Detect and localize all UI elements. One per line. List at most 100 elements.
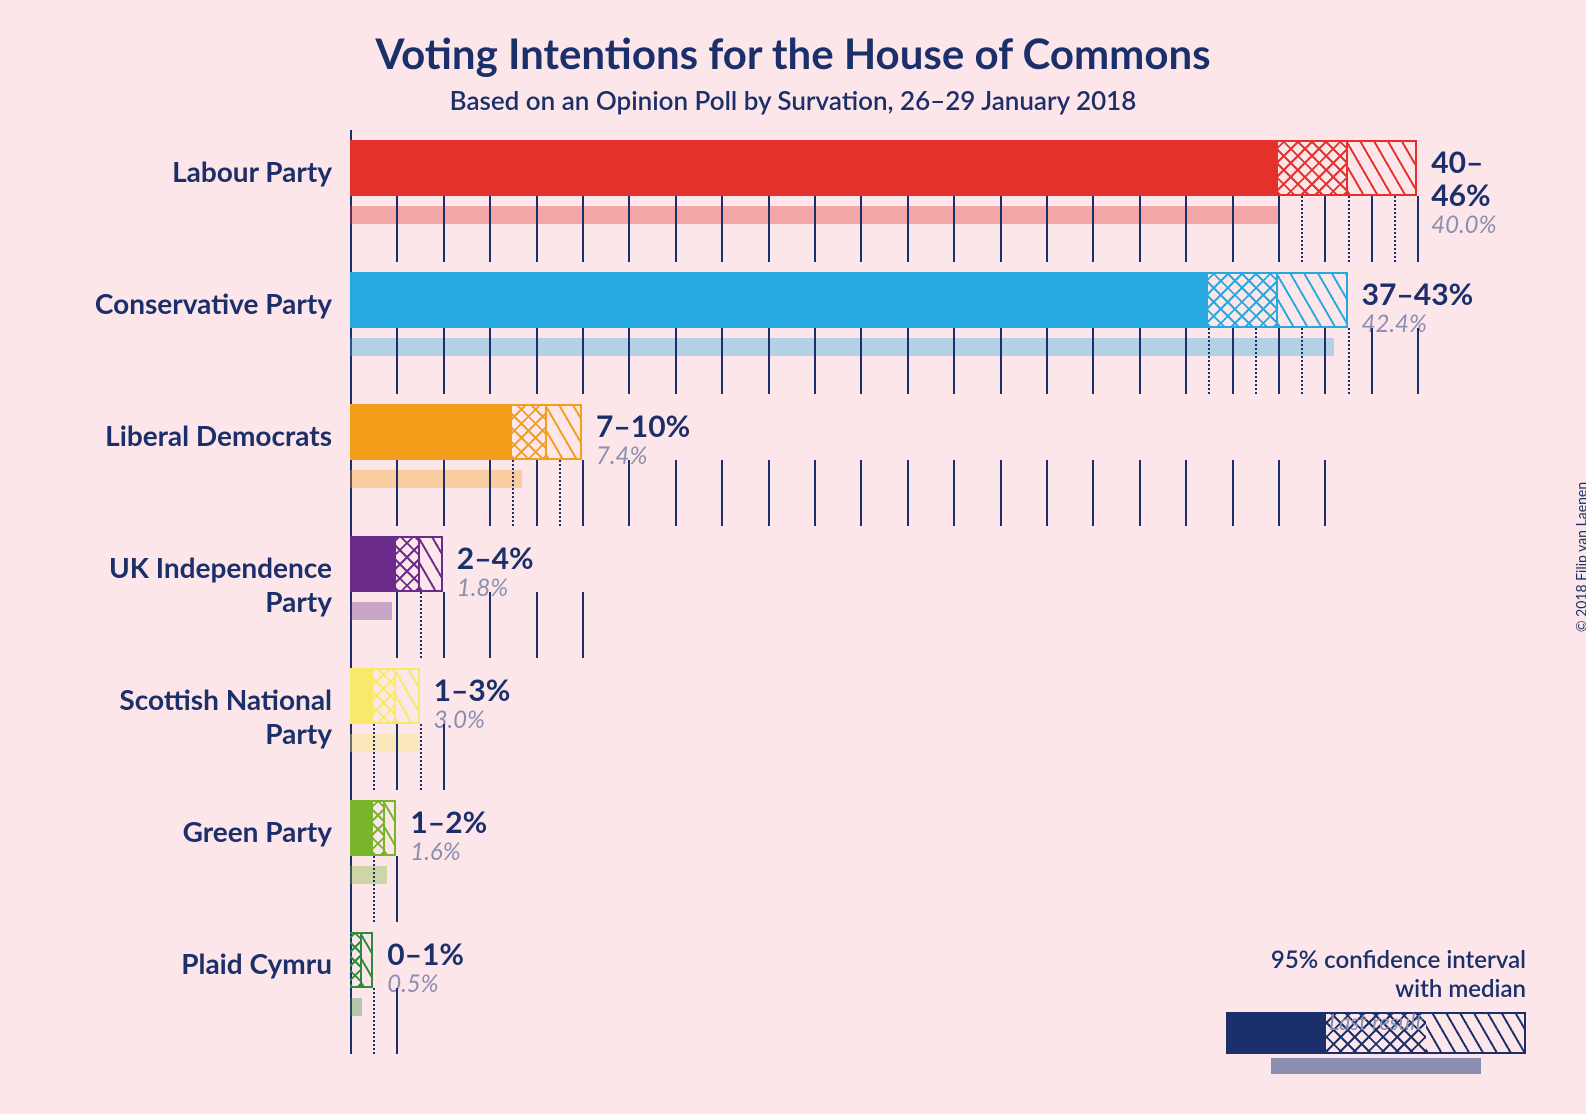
range-label: 1–3%: [434, 674, 511, 707]
party-row: Scottish National Party1–3%3.0%: [70, 658, 1516, 790]
party-name: Green Party: [70, 814, 332, 848]
bar-solid: [350, 140, 1278, 196]
gridline-major: [443, 196, 445, 262]
bar-crosshatch: [1208, 272, 1278, 328]
gridline-major: [536, 592, 538, 658]
party-row: Conservative Party37–43%42.4%: [70, 262, 1516, 394]
gridline-major: [721, 196, 723, 262]
gridline-major: [582, 592, 584, 658]
gridline-major: [489, 196, 491, 262]
party-row: Labour Party40–46%40.0%: [70, 130, 1516, 262]
party-name: Labour Party: [70, 154, 332, 188]
bar-value-label: 2–4%1.8%: [457, 542, 534, 601]
gridline-major: [489, 592, 491, 658]
gridline-major: [443, 460, 445, 526]
gridline-major: [1278, 328, 1280, 394]
gridline-major: [1324, 328, 1326, 394]
gridline-major: [721, 328, 723, 394]
last-result-label: 40.0%: [1431, 212, 1516, 238]
legend-ci-label: 95% confidence interval: [1226, 946, 1526, 975]
bar-solid: [350, 536, 396, 592]
gridline-major: [907, 328, 909, 394]
gridline-major: [443, 724, 445, 790]
gridline-major: [396, 724, 398, 790]
gridline-major: [907, 460, 909, 526]
gridline-major: [953, 196, 955, 262]
bar-value-label: 1–3%3.0%: [434, 674, 511, 733]
gridline-major: [814, 460, 816, 526]
gridline-major: [1185, 328, 1187, 394]
legend-last-bar: [1271, 1058, 1481, 1074]
gridline-major: [582, 328, 584, 394]
gridline-major: [814, 328, 816, 394]
gridline-major: [814, 196, 816, 262]
gridline-minor: [559, 460, 561, 526]
gridline-major: [1371, 196, 1373, 262]
bar-diagonal: [362, 932, 374, 988]
gridline-major: [1092, 328, 1094, 394]
gridline-major: [443, 328, 445, 394]
party-name: Conservative Party: [70, 286, 332, 320]
range-label: 7–10%: [596, 410, 690, 443]
gridline-minor: [373, 724, 375, 790]
bar-value-label: 1–2%1.6%: [410, 806, 487, 865]
bar-solid: [350, 404, 512, 460]
party-name: Liberal Democrats: [70, 418, 332, 452]
chart-canvas: Voting Intentions for the House of Commo…: [0, 0, 1586, 1114]
bar-crosshatch: [373, 668, 396, 724]
gridline-major: [628, 460, 630, 526]
gridline-major: [1000, 460, 1002, 526]
gridline-major: [1417, 328, 1419, 394]
gridline-major: [907, 196, 909, 262]
last-result-label: 1.6%: [410, 839, 487, 865]
gridline-major: [768, 196, 770, 262]
gridline-minor: [1394, 196, 1396, 262]
bar-last-result: [350, 470, 522, 488]
bar-last-result: [350, 734, 420, 752]
bar-diagonal: [396, 668, 419, 724]
gridline-major: [1046, 328, 1048, 394]
bar-last-result: [350, 866, 387, 884]
gridline-major: [1278, 196, 1280, 262]
gridline-major: [443, 592, 445, 658]
gridline-minor: [1301, 196, 1303, 262]
party-row: UK Independence Party2–4%1.8%: [70, 526, 1516, 658]
bar-last-result: [350, 602, 392, 620]
gridline-major: [1185, 460, 1187, 526]
gridline-major: [1092, 196, 1094, 262]
gridline-major: [768, 328, 770, 394]
gridline-minor: [1348, 196, 1350, 262]
gridline-major: [1232, 460, 1234, 526]
bar-diagonal: [385, 800, 397, 856]
party-row: Liberal Democrats7–10%7.4%: [70, 394, 1516, 526]
gridline-major: [536, 328, 538, 394]
gridline-minor: [512, 460, 514, 526]
gridline-major: [1046, 460, 1048, 526]
gridline-major: [628, 328, 630, 394]
bar-crosshatch: [512, 404, 547, 460]
gridline-major: [860, 460, 862, 526]
bar-diagonal: [1348, 140, 1418, 196]
bar-crosshatch: [373, 800, 385, 856]
gridline-major: [489, 328, 491, 394]
bar-crosshatch: [1278, 140, 1348, 196]
range-label: 2–4%: [457, 542, 534, 575]
gridline-minor: [1348, 328, 1350, 394]
gridline-minor: [373, 988, 375, 1054]
gridline-major: [1278, 460, 1280, 526]
gridline-major: [536, 460, 538, 526]
gridline-major: [860, 196, 862, 262]
gridline-minor: [1208, 328, 1210, 394]
gridline-major: [1417, 196, 1419, 262]
bar-solid: [350, 272, 1208, 328]
gridline-major: [1185, 196, 1187, 262]
copyright-text: © 2018 Filip van Laenen: [1572, 482, 1586, 632]
gridline-major: [1046, 196, 1048, 262]
gridline-major: [396, 856, 398, 922]
gridline-major: [536, 196, 538, 262]
gridline-major: [1324, 460, 1326, 526]
chart-legend: 95% confidence interval with median Last…: [1226, 946, 1526, 1054]
gridline-major: [582, 460, 584, 526]
gridline-major: [396, 460, 398, 526]
bar-last-result: [350, 998, 362, 1016]
